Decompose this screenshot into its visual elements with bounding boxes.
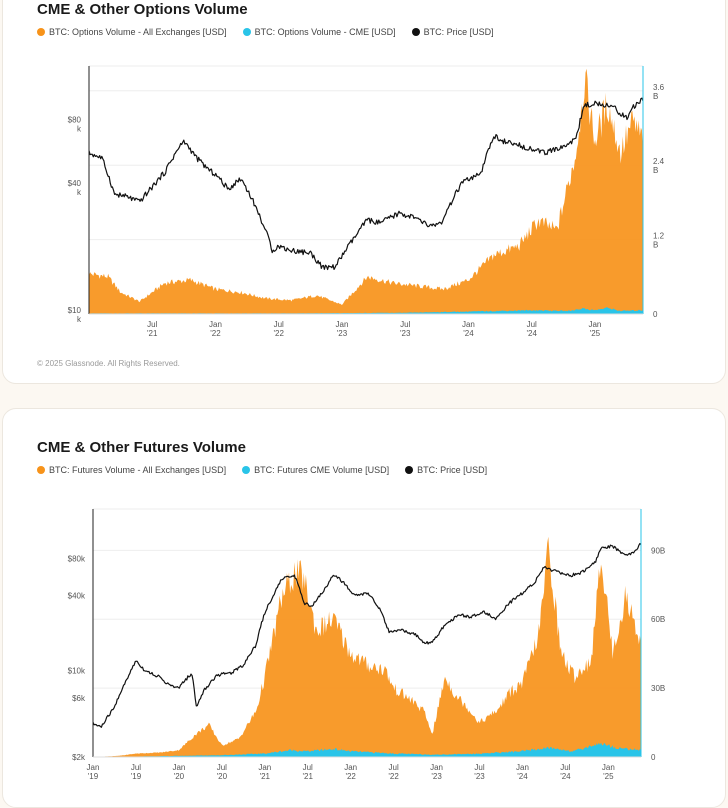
x-tick-label: Jul '20 (217, 763, 228, 781)
legend-label: BTC: Futures CME Volume [USD] (254, 465, 390, 475)
legend-label: BTC: Options Volume - All Exchanges [USD… (49, 27, 227, 37)
x-tick-label: Jul '22 (274, 320, 285, 338)
y-left-tick-label: $2k (72, 753, 86, 762)
legend-swatch (37, 28, 45, 36)
x-tick-label: Jul '23 (400, 320, 411, 338)
chart-legend: BTC: Options Volume - All Exchanges [USD… (37, 27, 494, 37)
options-volume-chart[interactable]: $80 k $40 k $10 k 3.6 B 2.4 B 1.2 B 0 Jul '21 Jan '22 Jul… (3, 0, 727, 381)
x-tick-label: Jan '19 (87, 763, 100, 781)
x-tick-label: Jan '24 (462, 320, 475, 338)
x-tick-label: Jan '25 (588, 320, 601, 338)
legend-swatch (411, 28, 420, 36)
options-volume-card: CME & Other Options Volume BTC: Options … (2, 0, 726, 384)
legend-swatch (242, 28, 251, 36)
y-right-tick-label: 0 (653, 310, 658, 319)
x-tick-label: Jul '23 (474, 763, 485, 781)
cme-volume-area (93, 742, 641, 757)
y-right-tick-label: 30B (651, 684, 665, 693)
y-left-tick-label: $40k (68, 592, 86, 601)
legend-item-all-exchanges[interactable]: BTC: Futures Volume - All Exchanges [USD… (37, 465, 226, 475)
x-tick-label: Jan '21 (258, 763, 271, 781)
cme-volume-area (89, 307, 643, 314)
y-right-tick-label: 90B (651, 546, 665, 555)
y-right-tick-label: 1.2 B (653, 232, 665, 250)
legend-label: BTC: Options Volume - CME [USD] (254, 27, 396, 37)
x-tick-label: Jul '21 (147, 320, 158, 338)
x-tick-label: Jan '20 (172, 763, 185, 781)
legend-swatch (242, 466, 251, 474)
legend-item-price[interactable]: BTC: Price [USD] (411, 27, 494, 37)
price-line (92, 542, 642, 728)
price-line (88, 97, 644, 271)
all-exchanges-volume-area (89, 68, 643, 314)
x-tick-label: Jan '23 (430, 763, 443, 781)
x-tick-label: Jan '23 (336, 320, 349, 338)
copyright-text: © 2025 Glassnode. All Rights Reserved. (37, 359, 180, 368)
y-left-tick-label: $80k (68, 554, 86, 563)
x-tick-label: Jul '19 (131, 763, 142, 781)
all-exchanges-volume-area (93, 536, 641, 757)
x-tick-label: Jan '24 (516, 763, 529, 781)
chart-title: CME & Other Futures Volume (37, 439, 246, 456)
legend-label: BTC: Price [USD] (423, 27, 494, 37)
chart-title: CME & Other Options Volume (37, 1, 248, 18)
y-right-tick-label: 60B (651, 615, 665, 624)
x-tick-label: Jan '25 (602, 763, 615, 781)
x-tick-label: Jan '22 (209, 320, 222, 338)
legend-item-cme[interactable]: BTC: Options Volume - CME [USD] (242, 27, 396, 37)
y-left-tick-label: $6k (72, 694, 86, 703)
legend-item-all-exchanges[interactable]: BTC: Options Volume - All Exchanges [USD… (37, 27, 227, 37)
chart-legend: BTC: Futures Volume - All Exchanges [USD… (37, 465, 487, 475)
y-left-tick-label: $10k (68, 666, 86, 675)
x-tick-label: Jul '24 (560, 763, 571, 781)
legend-swatch (405, 466, 414, 474)
legend-swatch (37, 466, 45, 474)
x-tick-label: Jul '24 (526, 320, 537, 338)
y-right-tick-label: 3.6 B (653, 83, 665, 101)
x-tick-label: Jan '22 (344, 763, 357, 781)
legend-item-price[interactable]: BTC: Price [USD] (405, 465, 487, 475)
legend-label: BTC: Futures Volume - All Exchanges [USD… (49, 465, 227, 475)
legend-item-cme[interactable]: BTC: Futures CME Volume [USD] (242, 465, 389, 475)
x-tick-label: Jul '21 (303, 763, 314, 781)
x-tick-label: Jul '22 (388, 763, 399, 781)
y-right-tick-label: 0 (651, 753, 656, 762)
y-right-tick-label: 2.4 B (653, 157, 665, 175)
futures-volume-card: CME & Other Futures Volume BTC: Futures … (2, 408, 726, 808)
futures-volume-chart[interactable]: $80k $40k $10k $6k $2k 90B 60B 30B 0 Jan '19 Jul '19… (3, 409, 727, 789)
legend-label: BTC: Price [USD] (417, 465, 488, 475)
